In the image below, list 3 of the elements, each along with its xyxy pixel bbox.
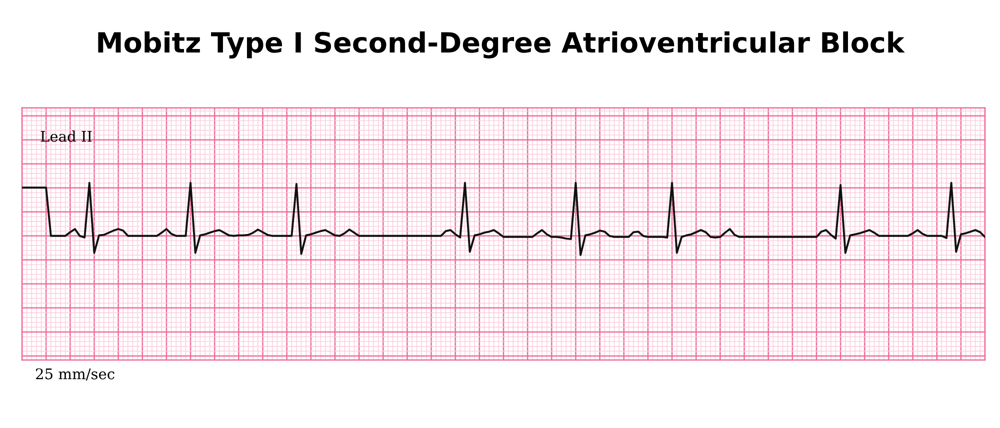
text: 25 mm/sec xyxy=(36,368,114,381)
chart-title: Mobitz Type I Second-Degree Atrioventricular Block xyxy=(98,31,905,58)
text: Lead II xyxy=(40,130,92,142)
